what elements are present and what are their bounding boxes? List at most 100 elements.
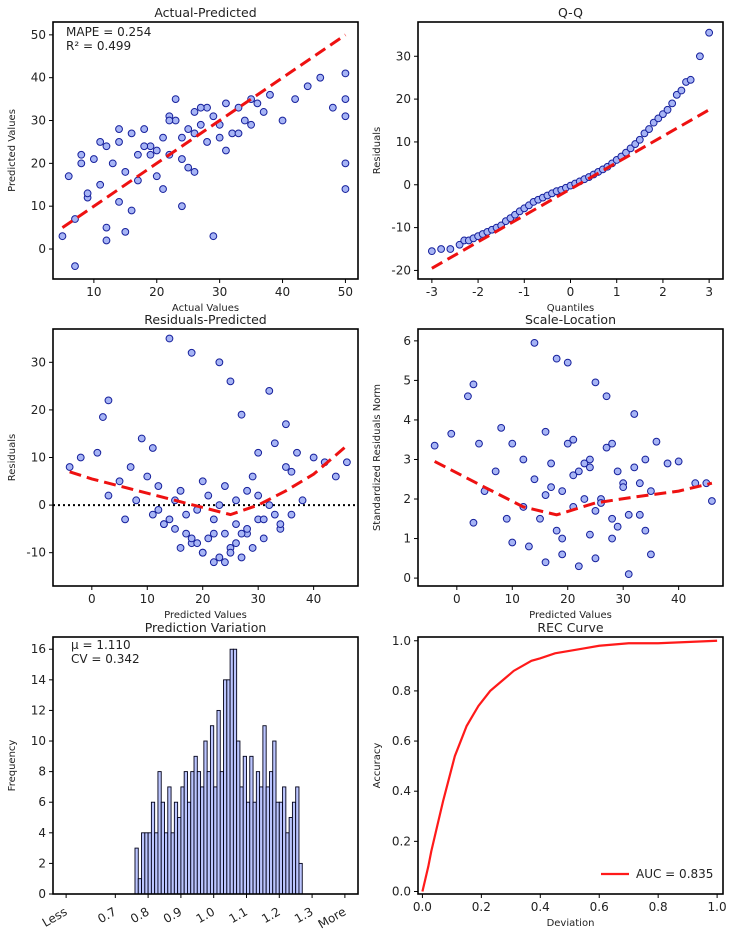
data-point <box>222 146 230 155</box>
data-point <box>309 453 318 462</box>
data-point <box>178 155 186 163</box>
data-point <box>108 159 117 168</box>
data-point <box>282 420 290 429</box>
y-tick-label: 20 <box>31 156 46 170</box>
histogram-bar <box>249 755 254 895</box>
plot-frame <box>417 328 724 587</box>
x-tick-label: 10 <box>505 592 520 606</box>
data-point <box>303 82 312 91</box>
x-axis-label: Actual Values <box>172 303 239 314</box>
data-point <box>137 434 146 443</box>
y-tick-label: 20 <box>31 403 46 417</box>
x-tick-label: 0.9 <box>161 904 185 926</box>
data-point <box>569 435 578 444</box>
x-tick-label: 0.4 <box>531 900 550 914</box>
data-point <box>132 496 141 505</box>
chart-residuals_predicted: Residuals-Predicted Predicted Values Resid… <box>7 312 359 621</box>
x-tick-label: 0.8 <box>649 900 668 914</box>
y-tick-label: 5 <box>403 373 411 387</box>
data-point <box>121 227 130 236</box>
data-point <box>647 487 655 496</box>
data-point <box>96 180 105 189</box>
x-tick-label: 1.1 <box>226 904 250 926</box>
x-tick-label: More <box>316 904 349 931</box>
x-tick-label: -3 <box>426 285 438 299</box>
x-tick-label: 3 <box>705 285 713 299</box>
y-tick-label: 4 <box>403 413 411 427</box>
chart-scale_location: Scale-Location Predicted Values Standardiz… <box>372 312 724 621</box>
data-point <box>243 524 251 533</box>
y-tick-label: -10 <box>391 221 411 235</box>
y-tick-label: 0 <box>403 178 411 192</box>
data-point <box>541 491 550 499</box>
data-point <box>613 467 622 476</box>
data-point <box>165 334 174 343</box>
data-point <box>237 529 246 538</box>
data-point <box>447 429 456 438</box>
y-tick-label: 20 <box>396 92 411 106</box>
x-tick-label: 20 <box>195 592 210 606</box>
data-point <box>287 510 296 519</box>
data-point <box>541 558 550 567</box>
data-point <box>591 378 600 387</box>
histogram-bar <box>239 786 244 895</box>
y-tick-label: 10 <box>31 734 46 748</box>
data-point <box>613 522 622 531</box>
data-point <box>221 558 229 567</box>
data-point <box>254 491 263 500</box>
plot-frame <box>417 636 724 895</box>
data-point <box>525 542 533 551</box>
data-point <box>77 150 86 159</box>
data-point <box>193 539 202 548</box>
data-point <box>341 69 350 78</box>
data-point <box>237 410 246 419</box>
data-point <box>115 138 123 146</box>
data-point <box>77 159 86 168</box>
y-tick-label: 14 <box>31 673 46 687</box>
chart-title: Residuals-Predicted <box>144 312 267 327</box>
histogram-bar <box>229 648 234 895</box>
y-tick-label: 10 <box>31 199 46 213</box>
y-tick-label: -20 <box>391 263 411 277</box>
y-tick-label: 50 <box>31 28 46 42</box>
data-point <box>148 444 157 452</box>
y-axis-label: Residuals <box>372 127 383 174</box>
data-point <box>165 515 174 524</box>
data-point <box>104 491 113 500</box>
data-point <box>259 515 268 524</box>
data-point <box>652 437 661 446</box>
data-point <box>270 510 279 519</box>
data-point <box>282 463 290 471</box>
data-point <box>226 548 235 557</box>
y-tick-label: 3 <box>403 452 411 466</box>
data-point <box>569 471 578 480</box>
data-point <box>508 439 517 448</box>
histogram-bar <box>219 771 224 895</box>
data-point <box>641 526 650 535</box>
y-tick-label: 0.8 <box>392 684 411 698</box>
data-point <box>140 125 149 133</box>
y-tick-label: 16 <box>31 642 46 656</box>
y-tick-label: 12 <box>31 703 46 717</box>
histogram-bar <box>295 786 300 895</box>
histogram-bar <box>216 709 221 895</box>
data-point <box>215 133 224 142</box>
data-point <box>187 534 196 543</box>
data-point <box>608 514 616 523</box>
annotation-cv: CV = 0.342 <box>71 652 140 666</box>
data-point <box>209 529 218 538</box>
x-tick-label: 1 <box>613 285 621 299</box>
chart-title: Q-Q <box>558 5 583 20</box>
plot-frame <box>52 636 359 895</box>
data-point <box>270 439 279 448</box>
data-point <box>608 439 616 448</box>
data-point <box>190 168 199 176</box>
data-point <box>674 457 683 466</box>
data-point <box>469 518 478 527</box>
y-tick-label: 0 <box>38 242 46 256</box>
data-point <box>176 544 185 552</box>
data-point <box>76 453 85 462</box>
data-point <box>287 467 296 476</box>
histogram-bar <box>236 740 241 895</box>
